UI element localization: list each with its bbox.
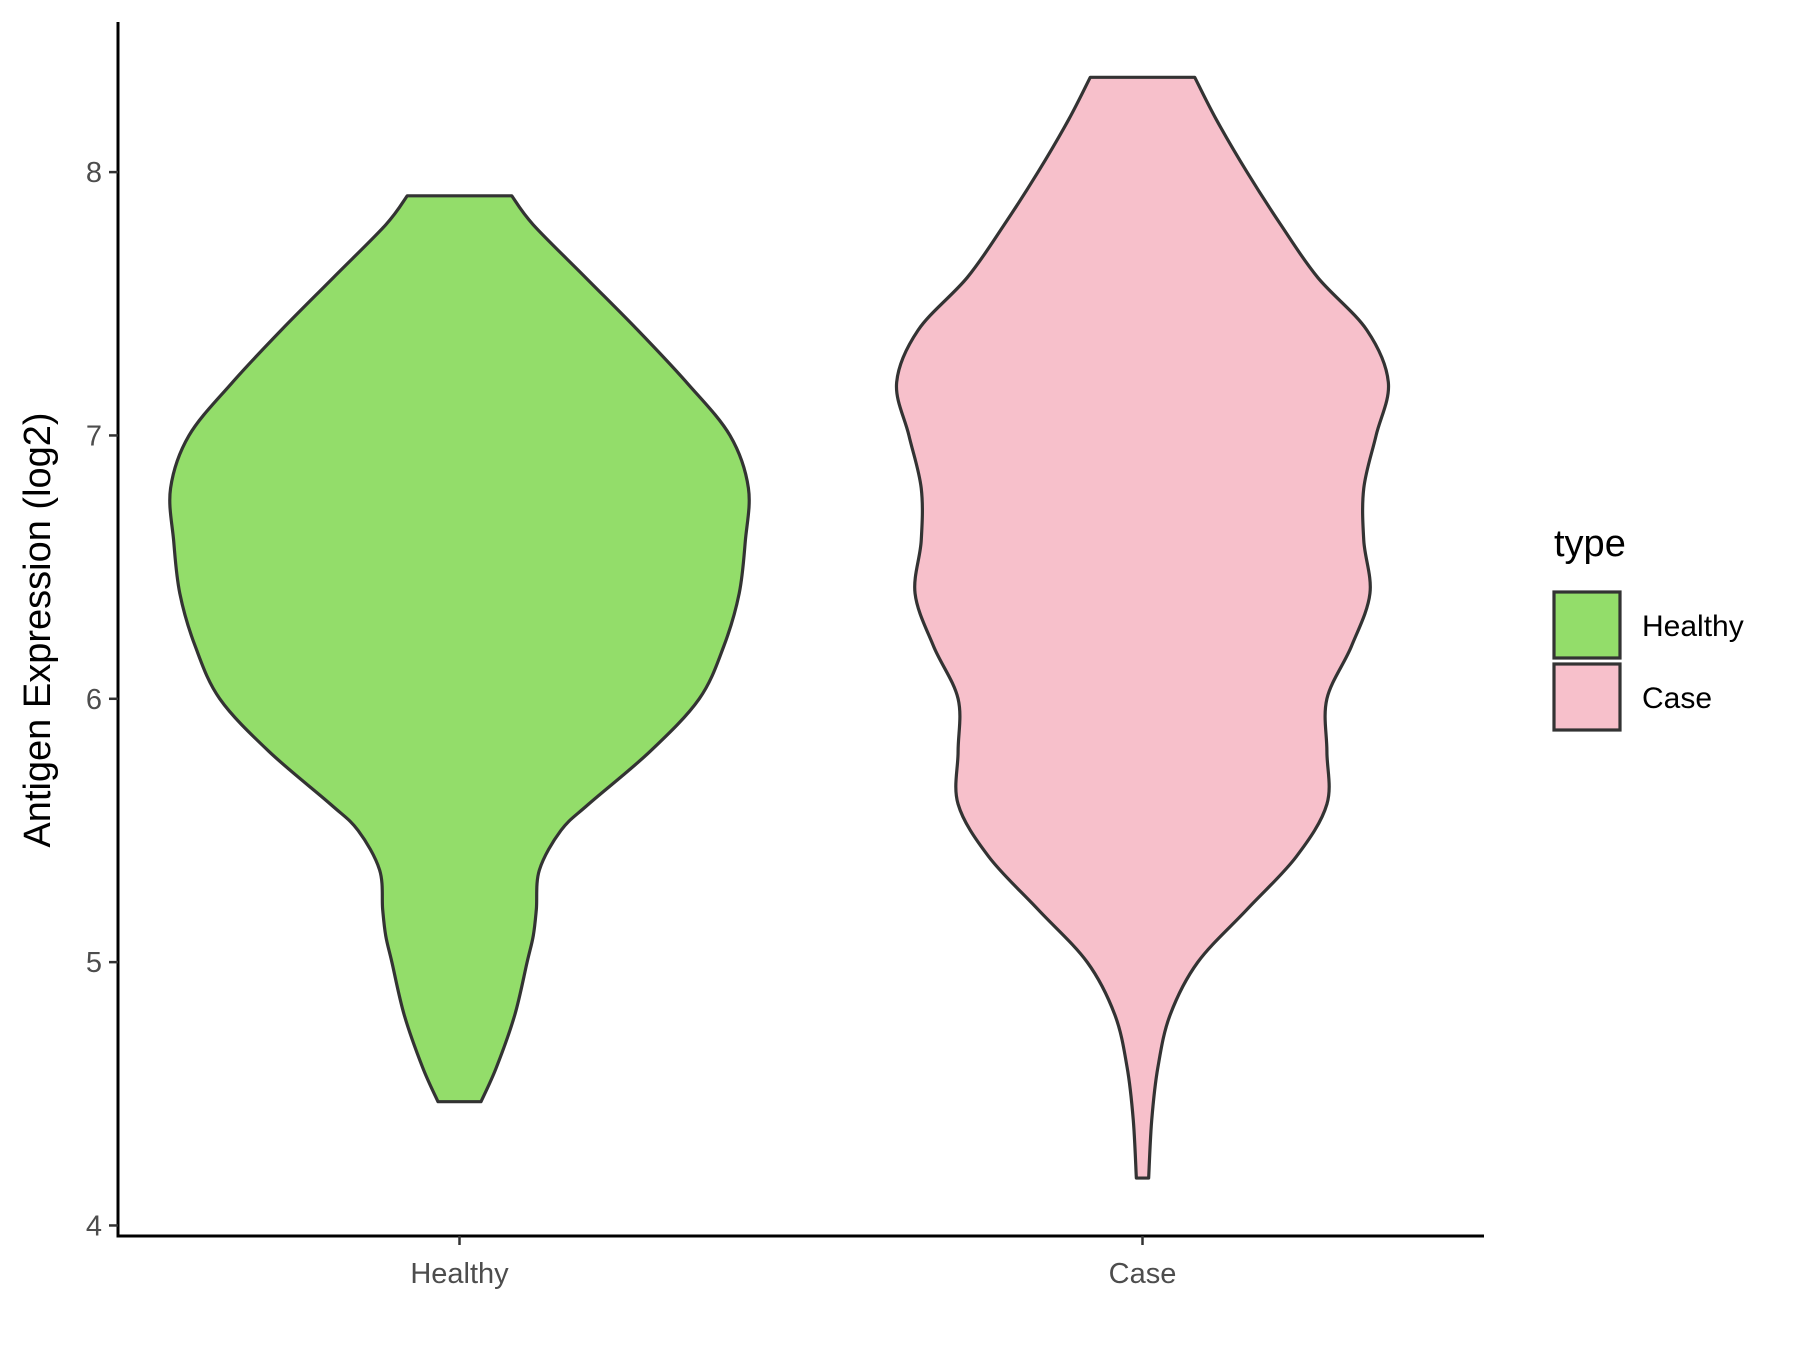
legend-title: type <box>1554 523 1626 565</box>
legend-key-case <box>1552 662 1622 732</box>
legend-label-healthy: Healthy <box>1642 610 1744 643</box>
x-tick-label: Healthy <box>410 1258 509 1290</box>
y-axis-title: Antigen Expression (log2) <box>17 412 59 847</box>
plot-area <box>168 75 1391 1180</box>
y-tick-label: 6 <box>86 684 102 716</box>
y-tick-label: 7 <box>86 420 102 452</box>
x-tick-label: Case <box>1109 1258 1177 1290</box>
legend-label-case: Case <box>1642 682 1712 715</box>
legend: type Healthy Case <box>1552 523 1744 732</box>
axes: 4 5 6 7 8 Healthy Case <box>86 22 1484 1290</box>
violin-healthy <box>168 194 751 1104</box>
y-tick-label: 8 <box>86 157 102 189</box>
y-tick-label: 4 <box>86 1210 102 1242</box>
violin-case <box>894 75 1391 1180</box>
y-tick-label: 5 <box>86 947 102 979</box>
legend-key-healthy <box>1552 590 1622 660</box>
